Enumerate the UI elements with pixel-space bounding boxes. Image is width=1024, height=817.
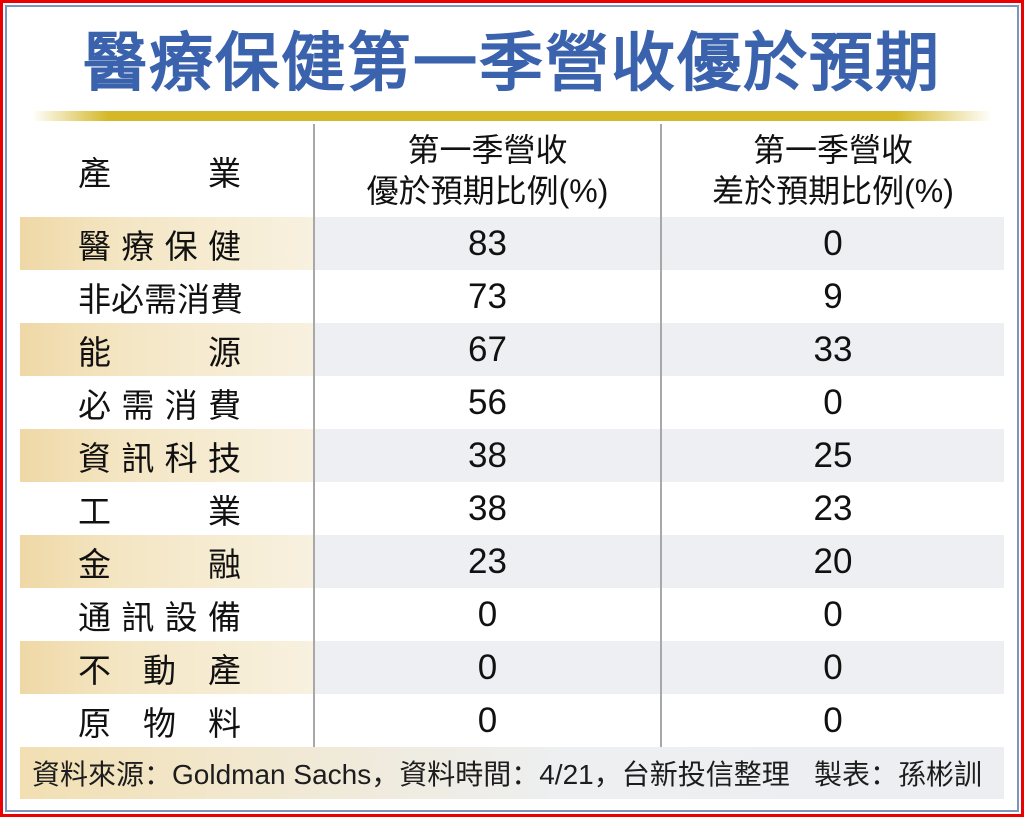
industry-cell: 通訊設備 (20, 588, 313, 641)
better-cell: 73 (313, 270, 660, 323)
worse-cell: 0 (660, 217, 1004, 270)
data-table: 產業 第一季營收 優於預期比例(%) 第一季營收 差於預期比例(%) 醫療保健 … (20, 124, 1004, 747)
worse-cell: 9 (660, 270, 1004, 323)
table-row: 能源 67 33 (20, 323, 1004, 376)
better-cell: 67 (313, 323, 660, 376)
better-cell: 0 (313, 588, 660, 641)
table-row: 必需消費 56 0 (20, 376, 1004, 429)
industry-label: 金融 (78, 545, 241, 583)
worse-cell: 0 (660, 376, 1004, 429)
industry-cell: 資訊科技 (20, 429, 313, 482)
footer-bar: 資料來源：Goldman Sachs，資料時間：4/21，台新投信整理 製表：孫… (20, 747, 1004, 799)
footer-source: 資料來源：Goldman Sachs，資料時間：4/21，台新投信整理 (32, 759, 790, 790)
industry-cell: 必需消費 (20, 376, 313, 429)
gold-divider-bar (32, 111, 992, 121)
inner-frame: 醫療保健第一季營收優於預期 產業 第一季營收 優於預期比例(%) 第一季營收 差… (5, 5, 1019, 812)
worse-cell: 0 (660, 641, 1004, 694)
table-row: 醫療保健 83 0 (20, 217, 1004, 270)
better-cell: 83 (313, 217, 660, 270)
table-row: 金融 23 20 (20, 535, 1004, 588)
table-row: 原物料 0 0 (20, 694, 1004, 747)
industry-label: 原物料 (78, 704, 241, 742)
table-row: 工業 38 23 (20, 482, 1004, 535)
worse-cell: 20 (660, 535, 1004, 588)
industry-cell: 不動產 (20, 641, 313, 694)
worse-cell: 33 (660, 323, 1004, 376)
page-title: 醫療保健第一季營收優於預期 (83, 27, 941, 99)
header-industry-label: 產業 (78, 154, 241, 192)
better-cell: 38 (313, 482, 660, 535)
header-worse: 第一季營收 差於預期比例(%) (660, 124, 1004, 217)
footer-credit: 製表：孫彬訓 (813, 759, 982, 790)
header-better-line2: 優於預期比例(%) (366, 172, 609, 209)
header-better: 第一季營收 優於預期比例(%) (313, 124, 660, 217)
worse-cell: 25 (660, 429, 1004, 482)
better-cell: 38 (313, 429, 660, 482)
industry-cell: 金融 (20, 535, 313, 588)
header-better-line1: 第一季營收 (407, 131, 568, 168)
table-row: 非必需消費 73 9 (20, 270, 1004, 323)
table-row: 資訊科技 38 25 (20, 429, 1004, 482)
worse-cell: 0 (660, 694, 1004, 747)
industry-label: 必需消費 (78, 386, 241, 424)
industry-cell: 原物料 (20, 694, 313, 747)
industry-cell: 非必需消費 (20, 270, 313, 323)
worse-cell: 23 (660, 482, 1004, 535)
industry-label: 工業 (78, 492, 241, 530)
table-row: 通訊設備 0 0 (20, 588, 1004, 641)
better-cell: 0 (313, 694, 660, 747)
header-worse-line1: 第一季營收 (752, 131, 913, 168)
table-body: 醫療保健 83 0 非必需消費 73 9 能源 67 33 必需消費 56 0 … (20, 217, 1004, 747)
header-industry: 產業 (20, 124, 313, 217)
better-cell: 0 (313, 641, 660, 694)
industry-cell: 能源 (20, 323, 313, 376)
worse-cell: 0 (660, 588, 1004, 641)
industry-cell: 工業 (20, 482, 313, 535)
industry-cell: 醫療保健 (20, 217, 313, 270)
industry-label: 不動產 (78, 651, 241, 689)
header-worse-line2: 差於預期比例(%) (712, 172, 954, 209)
better-cell: 56 (313, 376, 660, 429)
industry-label: 通訊設備 (78, 598, 241, 636)
better-cell: 23 (313, 535, 660, 588)
industry-label: 醫療保健 (78, 227, 241, 265)
table-row: 不動產 0 0 (20, 641, 1004, 694)
table-header-row: 產業 第一季營收 優於預期比例(%) 第一季營收 差於預期比例(%) (20, 124, 1004, 217)
industry-label: 資訊科技 (78, 439, 241, 477)
industry-label: 非必需消費 (78, 280, 243, 318)
industry-label: 能源 (78, 333, 241, 371)
